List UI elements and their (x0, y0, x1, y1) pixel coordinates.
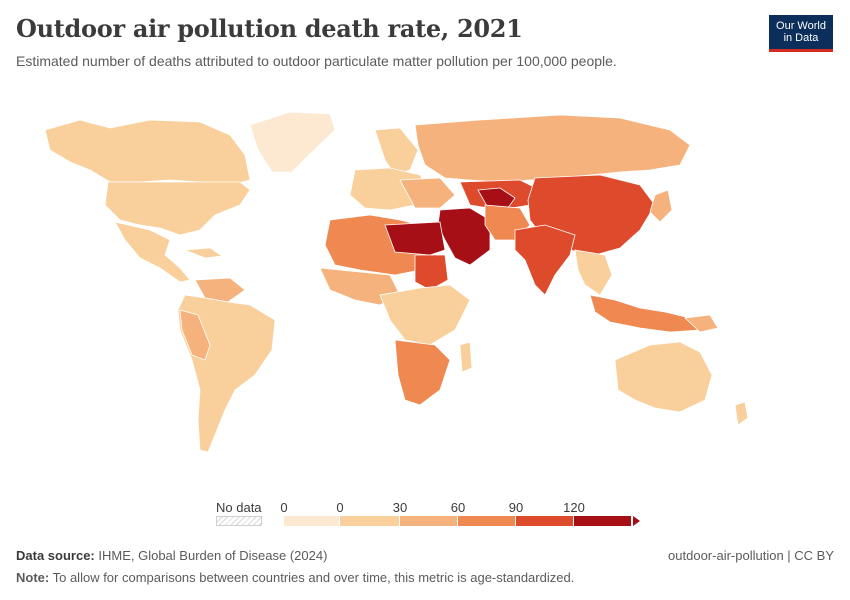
region-madagascar[interactable] (459, 341, 473, 373)
region-australia[interactable] (614, 341, 713, 413)
region-venezuela[interactable] (194, 277, 246, 303)
legend-bin-5[interactable] (574, 516, 632, 526)
chart-title: Outdoor air pollution death rate, 2021 (16, 14, 523, 43)
region-central-africa[interactable] (379, 284, 471, 346)
data-source: Data source: IHME, Global Burden of Dise… (16, 548, 327, 563)
region-indonesia[interactable] (589, 294, 701, 333)
region-southeast-asia[interactable] (574, 249, 613, 296)
legend-tick-label-1: 0 (336, 500, 344, 515)
legend-arrow (633, 516, 640, 526)
region-russia[interactable] (414, 114, 691, 183)
region-southern-africa[interactable] (394, 339, 451, 406)
legend-no-data-label: No data (216, 500, 262, 515)
region-new-zealand[interactable] (734, 401, 749, 426)
region-middle-east[interactable] (437, 207, 491, 266)
legend-bin-1[interactable] (340, 516, 400, 526)
legend-tick-label-4: 90 (508, 500, 524, 515)
region-andes[interactable] (179, 309, 211, 361)
legend-bin-4[interactable] (516, 516, 574, 526)
world-map (44, 111, 749, 453)
region-india[interactable] (514, 224, 576, 296)
legend-no-data-swatch[interactable] (216, 516, 262, 526)
region-greenland[interactable] (249, 111, 336, 173)
chart-subtitle: Estimated number of deaths attributed to… (16, 53, 617, 69)
legend-tick-label-2: 30 (392, 500, 408, 515)
legend-tick-label-3: 60 (450, 500, 466, 515)
region-japan[interactable] (649, 189, 673, 223)
data-source-text[interactable]: IHME, Global Burden of Disease (2024) (98, 548, 328, 563)
legend-bin-2[interactable] (400, 516, 458, 526)
region-usa[interactable] (104, 181, 251, 236)
data-source-label: Data source: (16, 548, 95, 563)
note-text: To allow for comparisons between countri… (52, 570, 575, 585)
region-scandinavia[interactable] (374, 127, 419, 176)
legend-tick-label-5: 120 (563, 500, 585, 515)
logo-line-1: Our World (776, 20, 826, 32)
region-egypt[interactable] (384, 221, 446, 256)
logo-line-2: in Data (783, 32, 819, 44)
chart-note: Note: To allow for comparisons between c… (16, 570, 574, 585)
legend-tick-label-0: 0 (280, 500, 288, 515)
region-canada[interactable] (44, 119, 251, 186)
region-mexico[interactable] (114, 221, 191, 283)
note-label: Note: (16, 570, 50, 585)
chart-slug[interactable]: outdoor-air-pollution | CC BY (668, 548, 834, 563)
legend-bin-3[interactable] (458, 516, 516, 526)
owid-logo[interactable]: Our World in Data (769, 15, 833, 52)
legend-bin-0[interactable] (284, 516, 340, 526)
map-legend: No data 0 0 30 60 90 120 (0, 496, 850, 536)
region-eastern-europe[interactable] (399, 177, 456, 209)
region-caribbean[interactable] (184, 247, 224, 259)
region-sudan[interactable] (414, 254, 449, 291)
region-papua[interactable] (684, 314, 719, 333)
